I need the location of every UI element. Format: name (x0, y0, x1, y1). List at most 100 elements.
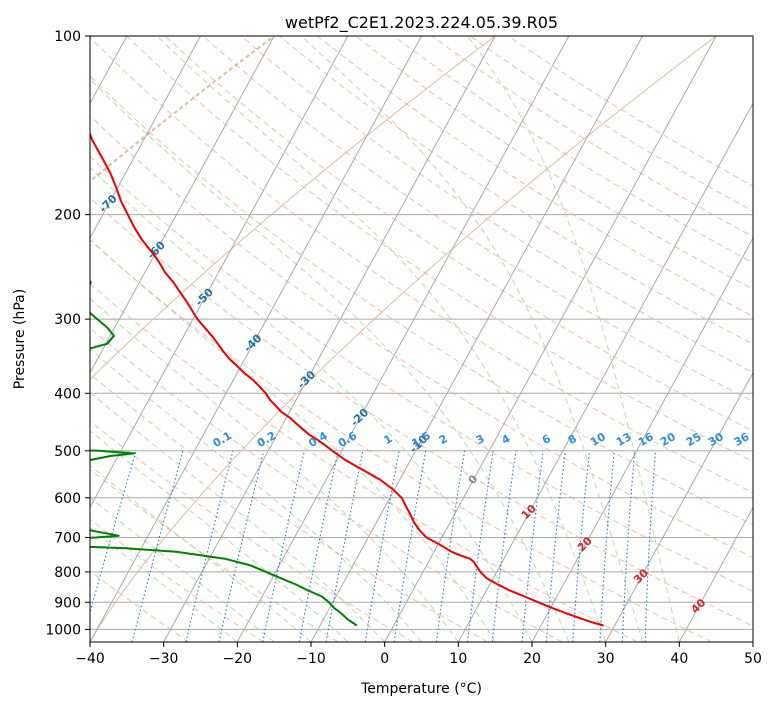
dry-adiabat (90, 420, 414, 642)
mixing-ratio-line (435, 450, 466, 642)
dry-adiabat (202, 36, 753, 403)
isotherm-line (752, 640, 753, 642)
x-tick-label: 0 (380, 651, 389, 667)
y-tick-label: 700 (54, 531, 81, 547)
moist-adiabat (90, 298, 459, 642)
moist-adiabat (90, 78, 570, 642)
x-tick-label: 20 (523, 651, 541, 667)
y-tick-label: 200 (54, 208, 81, 224)
x-tick-label: −40 (75, 651, 105, 667)
isotherm-line (310, 36, 643, 642)
mixing-ratio-line (325, 450, 364, 642)
background-arcs (90, 36, 717, 642)
x-axis-label: Temperature (°C) (360, 681, 482, 697)
isotherm-line (163, 36, 496, 642)
isotherm-line (90, 36, 201, 240)
moist-adiabat (156, 36, 607, 642)
mixing-ratio-label: 2 (437, 432, 450, 447)
y-tick-label: 1000 (45, 622, 81, 638)
isotherm-label: -40 (241, 331, 264, 354)
dry-adiabat (90, 75, 753, 526)
x-tick-label: −20 (223, 651, 253, 667)
x-tick-label: −30 (149, 651, 179, 667)
moist-adiabat (90, 348, 422, 642)
mixing-ratio-line (131, 450, 184, 642)
dry-adiabat (126, 36, 753, 463)
y-tick-label: 400 (54, 386, 81, 402)
mixing-ratio-lines (90, 450, 657, 642)
y-tick-label: 500 (54, 444, 81, 460)
isotherm-line (236, 36, 570, 642)
dry-adiabat (317, 36, 753, 317)
dry-adiabat (90, 282, 638, 642)
moist-adiabat (90, 167, 533, 642)
mixing-ratio-line (545, 450, 566, 642)
mixing-ratio-label: 3 (474, 432, 487, 447)
dry-adiabats (90, 36, 753, 642)
background-arc (90, 36, 496, 381)
y-tick-label: 100 (54, 29, 81, 45)
isotherm-line (457, 102, 753, 642)
dry-adiabat (90, 197, 753, 627)
mixing-ratio-line (90, 450, 137, 615)
plot-frame (89, 35, 754, 643)
x-tick-label: 40 (670, 651, 688, 667)
y-tick-label: 300 (54, 312, 81, 328)
x-tick-label: 50 (744, 651, 762, 667)
isotherm-line (90, 36, 275, 374)
y-tick-label: 600 (54, 491, 81, 507)
moist-adiabat (300, 36, 643, 642)
dewpoint-line (90, 279, 358, 627)
isotherm-line (605, 371, 753, 642)
chart-title: wetPf2_C2E1.2023.224.05.39.R05 (285, 13, 558, 33)
isotherm-label: -70 (97, 192, 120, 215)
mixing-ratio-line (521, 450, 544, 642)
dry-adiabat (393, 36, 753, 264)
isotherm-line (678, 506, 753, 642)
moist-adiabat (90, 391, 386, 642)
isotherm-label: -20 (348, 406, 371, 429)
isotherm-label: -80 (47, 148, 70, 171)
isotherm-label: -90 (0, 103, 21, 126)
mixing-ratio-line (185, 450, 234, 642)
mixing-ratio-line (364, 450, 400, 642)
moist-adiabat (467, 36, 680, 642)
mixing-ratio-label: 13 (614, 430, 634, 449)
mixing-ratio-line (298, 450, 339, 642)
x-tick-label: 10 (449, 651, 467, 667)
isotherm-line (90, 36, 422, 642)
dry-adiabat (431, 36, 753, 238)
dry-adiabat (90, 115, 753, 559)
plot-area: -100-90-80-70-60-50-40-30-20-10010203040… (0, 36, 753, 642)
isotherm-label: 10 (519, 502, 539, 522)
y-tick-label: 900 (54, 595, 81, 611)
isotherm-label: -50 (193, 285, 216, 308)
mixing-ratio-label: 20 (658, 430, 678, 449)
mixing-ratio-label: 0.6 (336, 429, 360, 450)
mixing-ratio-line (393, 450, 427, 642)
y-tick-label: 800 (54, 565, 81, 581)
y-axis-label: Pressure (hPa) (12, 289, 28, 389)
mixing-ratio-line (621, 450, 636, 642)
x-axis-ticks: −40 −30 −20 −10 0 10 20 30 40 50 (75, 642, 762, 667)
mixing-ratio-label: 8 (566, 432, 579, 447)
mixing-ratio-label: 6 (540, 432, 553, 447)
mixing-ratio-line (218, 450, 265, 642)
x-tick-label: 30 (597, 651, 615, 667)
dry-adiabat (355, 36, 753, 290)
dry-adiabat (90, 155, 753, 592)
mixing-ratio-label: 30 (706, 430, 726, 449)
isotherm-label: -30 (295, 368, 318, 391)
dry-adiabat (90, 373, 488, 642)
moist-adiabat (90, 430, 349, 642)
background-arc (90, 36, 717, 642)
dry-adiabat (469, 36, 753, 212)
isotherms (90, 36, 753, 642)
isotherm-label: 40 (688, 596, 708, 616)
mixing-ratio-label: 10 (588, 430, 608, 449)
mixing-ratio-label: 0.1 (211, 429, 234, 450)
isotherm-line (531, 236, 753, 642)
mixing-ratio-label: 4 (499, 432, 512, 447)
isotherm-line (90, 36, 349, 509)
mixing-ratio-line (466, 450, 494, 642)
